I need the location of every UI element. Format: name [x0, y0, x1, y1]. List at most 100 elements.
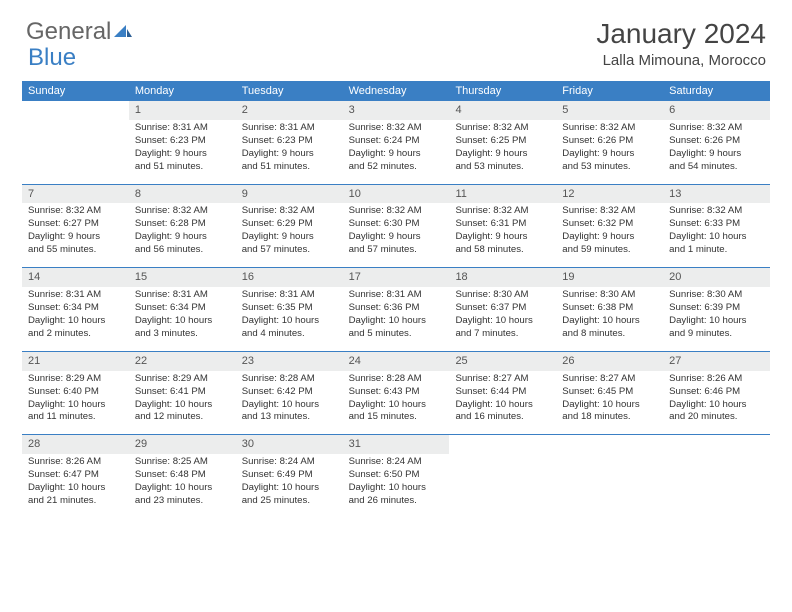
day-cell: 21Sunrise: 8:29 AMSunset: 6:40 PMDayligh… — [22, 352, 129, 435]
weekday-label: Saturday — [663, 81, 770, 101]
day-line: and 9 minutes. — [669, 328, 764, 341]
day-content: Sunrise: 8:32 AMSunset: 6:31 PMDaylight:… — [449, 203, 556, 267]
day-cell — [663, 435, 770, 518]
weekday-label: Tuesday — [236, 81, 343, 101]
day-content: Sunrise: 8:32 AMSunset: 6:26 PMDaylight:… — [556, 120, 663, 184]
day-cell — [22, 101, 129, 184]
day-cell: 22Sunrise: 8:29 AMSunset: 6:41 PMDayligh… — [129, 352, 236, 435]
day-number: 15 — [129, 268, 236, 287]
day-content: Sunrise: 8:30 AMSunset: 6:38 PMDaylight:… — [556, 287, 663, 351]
day-line: Daylight: 9 hours — [242, 231, 337, 244]
day-content: Sunrise: 8:24 AMSunset: 6:49 PMDaylight:… — [236, 454, 343, 518]
day-line: and 56 minutes. — [135, 244, 230, 257]
day-line: Sunrise: 8:32 AM — [455, 122, 550, 135]
day-line: Daylight: 10 hours — [28, 482, 123, 495]
logo-sail-icon — [112, 18, 134, 34]
day-line: Sunrise: 8:28 AM — [349, 373, 444, 386]
day-number: 26 — [556, 352, 663, 371]
day-cell: 29Sunrise: 8:25 AMSunset: 6:48 PMDayligh… — [129, 435, 236, 518]
day-content: Sunrise: 8:32 AMSunset: 6:25 PMDaylight:… — [449, 120, 556, 184]
day-number: 17 — [343, 268, 450, 287]
day-line: Sunrise: 8:24 AM — [349, 456, 444, 469]
day-cell: 23Sunrise: 8:28 AMSunset: 6:42 PMDayligh… — [236, 352, 343, 435]
day-line: and 13 minutes. — [242, 411, 337, 424]
day-cell: 11Sunrise: 8:32 AMSunset: 6:31 PMDayligh… — [449, 185, 556, 268]
day-line: Daylight: 10 hours — [562, 399, 657, 412]
day-line: Sunrise: 8:26 AM — [669, 373, 764, 386]
day-line: and 12 minutes. — [135, 411, 230, 424]
day-line: and 53 minutes. — [562, 161, 657, 174]
day-cell: 9Sunrise: 8:32 AMSunset: 6:29 PMDaylight… — [236, 185, 343, 268]
day-number: 28 — [22, 435, 129, 454]
day-number: 12 — [556, 185, 663, 204]
day-line: and 58 minutes. — [455, 244, 550, 257]
day-line: Daylight: 9 hours — [349, 148, 444, 161]
day-line: Sunset: 6:34 PM — [135, 302, 230, 315]
day-line: and 4 minutes. — [242, 328, 337, 341]
week-row: 28Sunrise: 8:26 AMSunset: 6:47 PMDayligh… — [22, 435, 770, 518]
day-cell: 5Sunrise: 8:32 AMSunset: 6:26 PMDaylight… — [556, 101, 663, 184]
day-line: Sunset: 6:28 PM — [135, 218, 230, 231]
day-line: Sunrise: 8:31 AM — [135, 289, 230, 302]
day-content: Sunrise: 8:30 AMSunset: 6:39 PMDaylight:… — [663, 287, 770, 351]
day-content: Sunrise: 8:29 AMSunset: 6:40 PMDaylight:… — [22, 371, 129, 435]
day-content: Sunrise: 8:32 AMSunset: 6:26 PMDaylight:… — [663, 120, 770, 184]
day-line: and 18 minutes. — [562, 411, 657, 424]
day-line: Daylight: 9 hours — [455, 231, 550, 244]
day-number: 27 — [663, 352, 770, 371]
day-content: Sunrise: 8:32 AMSunset: 6:29 PMDaylight:… — [236, 203, 343, 267]
day-line: Sunrise: 8:31 AM — [349, 289, 444, 302]
day-line: Sunrise: 8:32 AM — [562, 205, 657, 218]
day-line: and 8 minutes. — [562, 328, 657, 341]
day-line: Sunrise: 8:27 AM — [455, 373, 550, 386]
day-line: Sunrise: 8:28 AM — [242, 373, 337, 386]
day-content: Sunrise: 8:31 AMSunset: 6:35 PMDaylight:… — [236, 287, 343, 351]
day-line: Sunset: 6:33 PM — [669, 218, 764, 231]
weekday-header: SundayMondayTuesdayWednesdayThursdayFrid… — [22, 81, 770, 101]
day-line: Daylight: 10 hours — [455, 315, 550, 328]
day-line: and 54 minutes. — [669, 161, 764, 174]
day-line: and 25 minutes. — [242, 495, 337, 508]
day-number: 2 — [236, 101, 343, 120]
day-cell: 26Sunrise: 8:27 AMSunset: 6:45 PMDayligh… — [556, 352, 663, 435]
day-content: Sunrise: 8:31 AMSunset: 6:34 PMDaylight:… — [22, 287, 129, 351]
day-content: Sunrise: 8:27 AMSunset: 6:45 PMDaylight:… — [556, 371, 663, 435]
day-line: and 53 minutes. — [455, 161, 550, 174]
day-line: Sunset: 6:29 PM — [242, 218, 337, 231]
day-line: Daylight: 10 hours — [242, 399, 337, 412]
day-line: Sunset: 6:36 PM — [349, 302, 444, 315]
day-line: and 7 minutes. — [455, 328, 550, 341]
day-line: Sunset: 6:43 PM — [349, 386, 444, 399]
day-number: 20 — [663, 268, 770, 287]
day-line: Daylight: 9 hours — [242, 148, 337, 161]
day-cell: 1Sunrise: 8:31 AMSunset: 6:23 PMDaylight… — [129, 101, 236, 184]
day-line: Daylight: 9 hours — [562, 231, 657, 244]
day-line: Sunset: 6:37 PM — [455, 302, 550, 315]
day-line: Daylight: 9 hours — [135, 148, 230, 161]
day-content: Sunrise: 8:31 AMSunset: 6:34 PMDaylight:… — [129, 287, 236, 351]
day-line: Sunset: 6:26 PM — [562, 135, 657, 148]
day-line: Sunset: 6:24 PM — [349, 135, 444, 148]
day-line: and 3 minutes. — [135, 328, 230, 341]
weekday-label: Wednesday — [343, 81, 450, 101]
day-line: Daylight: 10 hours — [349, 399, 444, 412]
day-content: Sunrise: 8:32 AMSunset: 6:27 PMDaylight:… — [22, 203, 129, 267]
day-line: Sunrise: 8:32 AM — [349, 122, 444, 135]
day-line: and 2 minutes. — [28, 328, 123, 341]
day-cell: 31Sunrise: 8:24 AMSunset: 6:50 PMDayligh… — [343, 435, 450, 518]
day-cell: 4Sunrise: 8:32 AMSunset: 6:25 PMDaylight… — [449, 101, 556, 184]
day-line: Sunrise: 8:31 AM — [242, 122, 337, 135]
day-cell: 7Sunrise: 8:32 AMSunset: 6:27 PMDaylight… — [22, 185, 129, 268]
day-number: 10 — [343, 185, 450, 204]
day-number: 7 — [22, 185, 129, 204]
day-line: Sunset: 6:32 PM — [562, 218, 657, 231]
day-content: Sunrise: 8:31 AMSunset: 6:36 PMDaylight:… — [343, 287, 450, 351]
logo: General — [26, 18, 134, 46]
day-cell: 19Sunrise: 8:30 AMSunset: 6:38 PMDayligh… — [556, 268, 663, 351]
day-line: Daylight: 10 hours — [242, 482, 337, 495]
weekday-label: Thursday — [449, 81, 556, 101]
day-cell: 10Sunrise: 8:32 AMSunset: 6:30 PMDayligh… — [343, 185, 450, 268]
day-line: Sunrise: 8:30 AM — [669, 289, 764, 302]
day-number: 22 — [129, 352, 236, 371]
day-number: 6 — [663, 101, 770, 120]
